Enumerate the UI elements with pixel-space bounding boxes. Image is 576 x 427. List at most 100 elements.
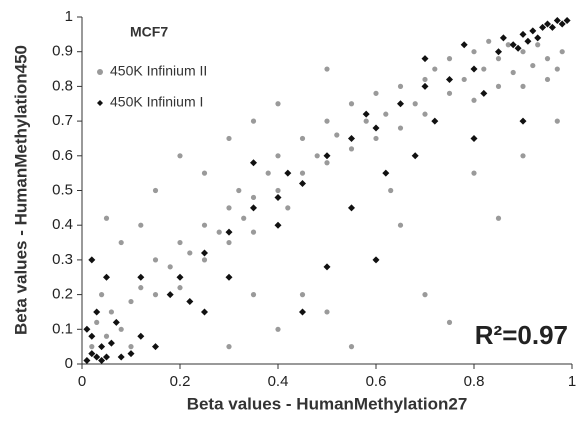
data-point [275, 326, 281, 332]
data-point [201, 257, 208, 263]
data-point [250, 292, 257, 298]
data-point [421, 82, 429, 90]
legend-marker [97, 69, 103, 75]
y-tick-label: 0.1 [52, 320, 73, 337]
data-point [226, 205, 232, 211]
y-tick-label: 1 [65, 8, 73, 25]
y-axis-label: Beta values - HumanMethylation450 [11, 45, 30, 335]
data-point [103, 353, 110, 361]
y-tick-label: 0.2 [52, 286, 73, 303]
data-point [324, 66, 330, 72]
data-point [460, 41, 468, 49]
data-point [275, 187, 281, 194]
data-point [93, 308, 101, 316]
data-point [422, 76, 428, 83]
data-point [412, 101, 418, 107]
x-tick-label: 0 [78, 373, 86, 390]
data-point [152, 187, 159, 194]
data-point [299, 170, 306, 176]
y-tick-label: 0.8 [52, 77, 73, 94]
data-point [127, 350, 135, 358]
data-point [471, 170, 477, 176]
data-point [471, 49, 477, 55]
data-point [166, 291, 174, 299]
data-point [510, 69, 516, 76]
data-point [225, 273, 233, 281]
data-point [372, 256, 380, 264]
legend-label: 450K Infinium II [110, 63, 207, 79]
data-point [138, 285, 144, 291]
x-tick-label: 0.2 [170, 373, 191, 390]
data-point [236, 187, 242, 194]
data-point [99, 292, 105, 298]
data-point [505, 42, 511, 48]
data-point [480, 89, 488, 97]
data-point [514, 44, 522, 52]
data-point [226, 135, 232, 142]
data-point [275, 153, 281, 159]
data-point [461, 76, 467, 83]
data-point [250, 118, 257, 124]
data-point [554, 66, 560, 72]
data-point [348, 134, 355, 142]
data-point [94, 319, 100, 325]
legend-title: MCF7 [130, 24, 168, 40]
data-point [495, 56, 502, 62]
data-point [186, 298, 194, 306]
data-point [323, 263, 331, 271]
data-point [534, 34, 542, 42]
data-point [363, 118, 369, 124]
data-point [559, 49, 565, 55]
data-point [187, 250, 193, 256]
data-point [299, 135, 306, 142]
data-point [471, 97, 477, 103]
data-point [241, 215, 247, 221]
y-tick-label: 0.9 [52, 43, 73, 60]
data-point [83, 325, 91, 333]
data-point [348, 146, 355, 152]
data-point [383, 111, 389, 117]
data-point [397, 222, 404, 228]
data-point [88, 256, 96, 264]
data-point [284, 169, 292, 177]
x-tick-label: 1 [568, 373, 576, 390]
data-point [446, 75, 453, 83]
data-point [103, 333, 110, 339]
data-point [548, 23, 556, 31]
data-point [509, 41, 517, 49]
data-point [520, 153, 526, 159]
data-point [563, 16, 571, 24]
data-point [495, 215, 502, 221]
data-point [225, 228, 233, 236]
data-point [535, 42, 541, 48]
data-point [324, 309, 330, 315]
data-point [152, 343, 159, 351]
data-point [201, 308, 208, 316]
data-point [520, 83, 526, 89]
data-point [103, 215, 110, 221]
data-point [93, 353, 101, 361]
points [83, 16, 571, 365]
data-point [519, 30, 527, 38]
data-point [83, 357, 91, 365]
data-point [530, 62, 536, 69]
data-point [152, 257, 159, 263]
data-point [314, 153, 320, 159]
data-point [137, 332, 145, 340]
data-point [250, 204, 257, 212]
data-point [285, 205, 291, 211]
data-point [422, 292, 428, 298]
data-point [373, 135, 379, 142]
data-point [89, 344, 95, 350]
data-point [388, 187, 394, 194]
data-point [226, 239, 232, 246]
x-tick-label: 0.8 [464, 373, 485, 390]
annotation: R²=0.97 [475, 320, 568, 350]
data-point [544, 56, 551, 62]
data-point [177, 285, 183, 291]
data-point [201, 249, 208, 257]
data-point [334, 132, 340, 138]
data-point [348, 204, 355, 212]
